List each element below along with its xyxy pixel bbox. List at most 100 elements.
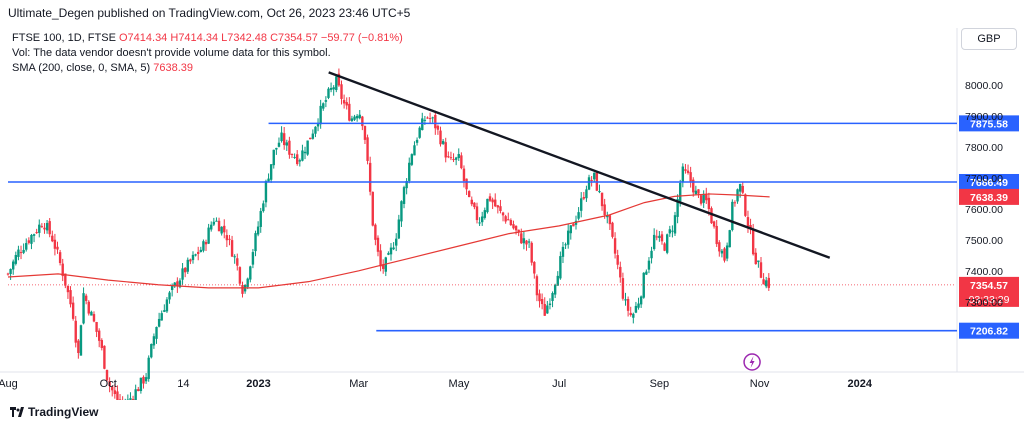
candle-body	[139, 377, 143, 391]
price-chart[interactable]: 7875.58 7686.49 7206.82 7638.39 7354.57 03:33…	[0, 0, 1024, 400]
candle-body	[593, 172, 596, 180]
candle-body	[389, 247, 393, 255]
currency-button[interactable]: GBP	[961, 28, 1017, 50]
candle-body	[379, 250, 382, 267]
candle-body	[194, 254, 197, 256]
grid	[0, 28, 1024, 373]
candle-body	[501, 212, 505, 216]
candle-body	[449, 157, 453, 159]
candle-body	[436, 125, 440, 130]
candle-body	[535, 276, 539, 296]
candle-body	[431, 117, 434, 119]
candle-body	[668, 229, 671, 234]
candle-body	[157, 318, 161, 327]
candle-body	[410, 154, 414, 165]
candle-body	[705, 194, 708, 201]
symbol-name[interactable]: FTSE 100, 1D, FTSE	[12, 32, 116, 44]
candle-body	[616, 255, 619, 265]
candle-body	[611, 222, 614, 237]
candle-body	[566, 230, 570, 245]
candle-body	[319, 105, 322, 125]
candle-body	[348, 103, 351, 121]
candle-body	[447, 156, 450, 158]
candle-body	[467, 191, 471, 198]
candle-body	[368, 162, 372, 192]
candle-body	[679, 183, 682, 202]
candle-body	[48, 221, 51, 235]
candle-body	[371, 191, 374, 226]
candle-body	[481, 216, 484, 223]
candle-body	[707, 197, 711, 210]
candle-body	[285, 142, 288, 146]
candle-body	[741, 185, 744, 193]
candle-body	[267, 178, 270, 182]
candle-body	[43, 227, 46, 230]
candle-body	[79, 325, 83, 356]
candle-body	[671, 230, 674, 232]
candle-body	[256, 226, 260, 235]
candle-body	[577, 212, 580, 219]
candle-body	[759, 262, 763, 278]
y-tick-label: 8000.00	[965, 80, 1003, 92]
candle-body	[692, 179, 695, 193]
candle-body	[684, 169, 687, 171]
sma-value: 7638.39	[153, 62, 193, 74]
candle-body	[251, 252, 255, 265]
candle-body	[681, 166, 685, 183]
candle-body	[25, 243, 28, 250]
candle-body	[402, 187, 406, 204]
candle-body	[598, 191, 601, 193]
candle-body	[61, 263, 64, 277]
candle-body	[663, 243, 666, 251]
candle-body	[460, 155, 463, 169]
candle-body	[58, 252, 62, 263]
candle-body	[14, 255, 18, 264]
candle-body	[473, 202, 476, 208]
candle-body	[165, 299, 169, 312]
candle-body	[572, 223, 575, 227]
candle-body	[275, 147, 278, 150]
candle-body	[345, 102, 348, 106]
candle-body	[249, 266, 252, 280]
candle-body	[337, 73, 341, 86]
candle-body	[327, 88, 330, 98]
candle-body	[639, 296, 643, 305]
candle-body	[27, 240, 31, 243]
candle-body	[499, 206, 502, 211]
sma-legend[interactable]: SMA (200, close, 0, SMA, 5) 7638.39	[12, 62, 193, 74]
candle-body	[228, 238, 231, 240]
candle-body	[754, 252, 757, 265]
change-value: −59.77 (−0.81%)	[320, 32, 403, 44]
candle-body	[454, 157, 458, 160]
candle-body	[530, 242, 533, 263]
sma-200-line	[7, 193, 770, 289]
candle-body	[527, 241, 531, 243]
candle-body	[103, 345, 106, 369]
candle-body	[301, 150, 304, 161]
sma-label: SMA (200, close, 0, SMA, 5)	[12, 62, 151, 74]
candle-body	[699, 195, 703, 204]
candle-body	[342, 100, 346, 104]
candle-body	[444, 142, 447, 158]
candle-body	[765, 280, 768, 287]
candle-body	[236, 258, 239, 266]
x-tick-label: Sep	[650, 378, 670, 390]
candle-body	[288, 140, 291, 155]
candle-body	[309, 137, 312, 140]
candle-body	[111, 386, 114, 391]
candle-body	[426, 117, 429, 119]
footer-brand[interactable]: TradingView	[10, 405, 98, 419]
candle-body	[238, 267, 242, 284]
candle-body	[215, 220, 218, 222]
candle-body	[259, 211, 262, 227]
candle-body	[22, 249, 25, 253]
candle-body	[134, 389, 137, 400]
candle-body	[486, 198, 489, 213]
candle-body	[296, 154, 299, 165]
candle-body	[478, 222, 481, 224]
candle-body	[665, 234, 669, 253]
candle-body	[582, 197, 586, 199]
candle-body	[613, 238, 617, 254]
candle-body	[363, 126, 367, 140]
x-tick-label: Nov	[750, 378, 770, 390]
